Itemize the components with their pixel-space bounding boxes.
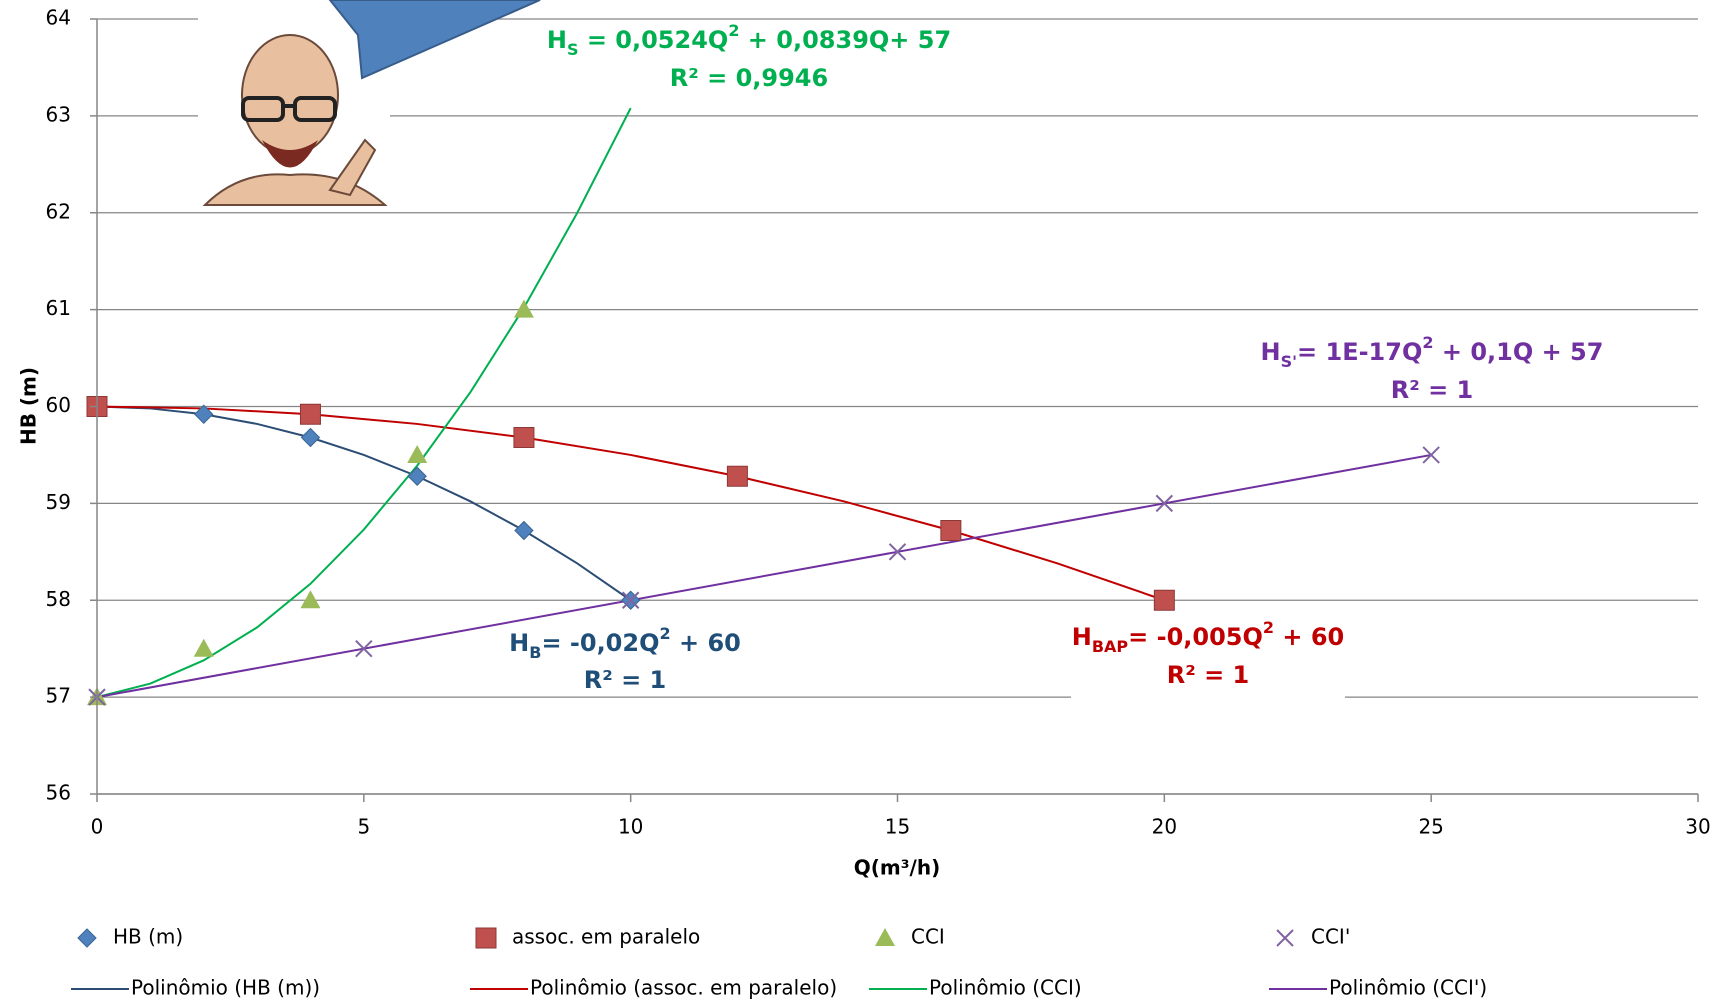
annotation-part: R² = 0,9946 (670, 64, 828, 92)
point (1154, 590, 1174, 610)
annotation-part: R² = 1 (1391, 376, 1474, 404)
point (514, 300, 534, 318)
callout-shape (330, 0, 540, 78)
annotation: R² = 0,9946 (670, 64, 828, 92)
y-tick-label: 60 (46, 393, 71, 417)
point (941, 521, 961, 541)
y-tick-label: 62 (46, 199, 71, 223)
y-tick-label: 63 (46, 102, 71, 126)
y-tick-label: 64 (46, 6, 71, 30)
x-tick-label: 10 (618, 815, 643, 839)
annotation-part: + 60 (671, 629, 741, 657)
point (1423, 447, 1439, 463)
annotation-part: + 60 (1274, 623, 1344, 651)
annotation-part: 2 (728, 21, 739, 40)
legend-marker (1277, 930, 1293, 946)
point (408, 467, 426, 485)
point (194, 639, 214, 657)
point (356, 641, 372, 657)
annotation: HBAP= -0,005Q2 + 60 (1072, 618, 1345, 656)
point (407, 445, 427, 463)
x-tick-label: 5 (357, 815, 370, 839)
legend-label: Polinômio (HB (m)) (131, 976, 320, 1000)
annotation-part: R² = 1 (1167, 661, 1250, 689)
y-tick-label: 56 (46, 781, 71, 805)
x-tick-label: 20 (1152, 815, 1177, 839)
annotation-part: = -0,005Q (1128, 623, 1263, 651)
annotation-part: H (509, 629, 529, 657)
legend-label: HB (m) (113, 925, 183, 949)
annotation: HB= -0,02Q2 + 60 (509, 624, 741, 662)
annotation-part: 2 (659, 624, 670, 643)
point (514, 428, 534, 448)
point (300, 404, 320, 424)
annotation-part: 2 (1263, 618, 1274, 637)
annotation: R² = 1 (1167, 661, 1250, 689)
point (890, 544, 906, 560)
y-tick-label: 59 (46, 490, 71, 514)
annotation-part: B (529, 643, 541, 662)
annotation: HS = 0,0524Q2 + 0,0839Q+ 57 (547, 21, 951, 59)
y-tick-label: 57 (46, 684, 71, 708)
y-tick-label: 61 (46, 296, 71, 320)
legend-label: Polinômio (assoc. em paralelo) (530, 976, 837, 1000)
y-axis-title: HB (m) (17, 367, 41, 445)
legend-label: CCI' (1311, 925, 1350, 949)
annotation: R² = 1 (584, 666, 667, 694)
annotation-part: H (547, 26, 567, 54)
legend-label: assoc. em paralelo (512, 925, 700, 949)
x-tick-label: 15 (885, 815, 910, 839)
point (515, 522, 533, 540)
x-tick-label: 0 (91, 815, 104, 839)
point (301, 429, 319, 447)
x-axis-title: Q(m³/h) (854, 856, 940, 880)
point (300, 590, 320, 608)
annotation-part: = 1E-17Q (1297, 338, 1422, 366)
legend-marker (875, 928, 895, 946)
legend-label: CCI (911, 925, 945, 949)
annotation-part: = -0,02Q (541, 629, 659, 657)
annotation-part: + 0,0839Q+ 57 (739, 26, 951, 54)
annotation-part: S (567, 40, 579, 59)
legend-label: Polinômio (CCI) (929, 976, 1082, 1000)
legend-marker (476, 928, 496, 948)
annotation-part: 2 (1422, 333, 1433, 352)
annotation-part: H (1261, 338, 1281, 366)
y-tick-label: 58 (46, 587, 71, 611)
chart: HB (m) Q(m³/h) 56 57 58 59 60 61 62 63 64 0 5 10 15 2… (0, 0, 1714, 1004)
annotation-part: + 0,1Q + 57 (1434, 338, 1604, 366)
annotation-part: R² = 1 (584, 666, 667, 694)
annotation-part: = 0,0524Q (578, 26, 728, 54)
x-tick-label: 30 (1685, 815, 1710, 839)
legend-marker (78, 929, 96, 947)
annotation: HS'= 1E-17Q2 + 0,1Q + 57 (1261, 333, 1604, 371)
annotation-part: S' (1281, 352, 1297, 371)
point (727, 466, 747, 486)
annotation-part: BAP (1092, 637, 1129, 656)
annotation-part: H (1072, 623, 1092, 651)
x-tick-label: 25 (1418, 815, 1443, 839)
annotation: R² = 1 (1391, 376, 1474, 404)
legend-label: Polinômio (CCI') (1329, 976, 1487, 1000)
